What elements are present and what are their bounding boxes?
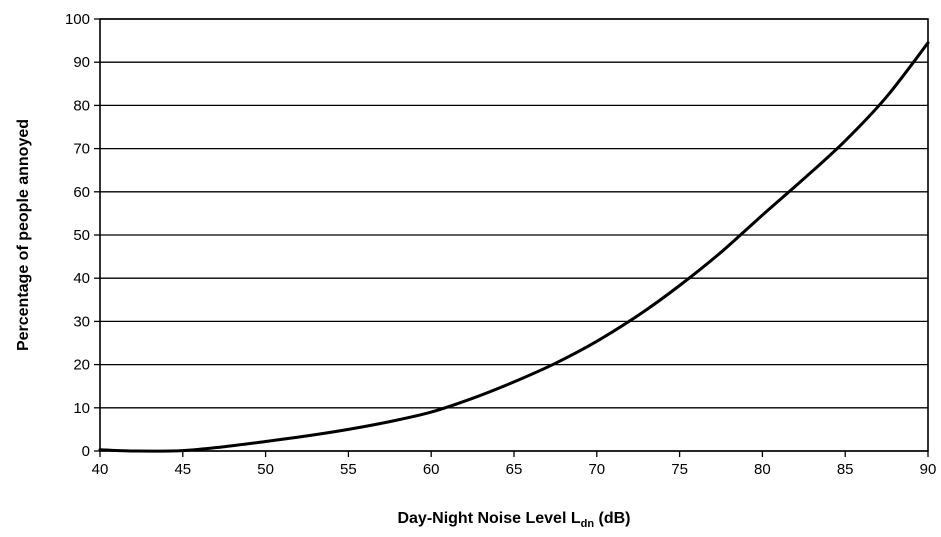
gridlines	[94, 18, 929, 457]
x-tick-label-45: 45	[174, 461, 191, 478]
y-tick-label-60: 60	[73, 184, 90, 201]
x-axis-label-subscript: dn	[581, 518, 595, 530]
x-tick-label-75: 75	[671, 461, 688, 478]
y-axis-label: Percentage of people annoyed	[15, 119, 32, 351]
x-tick-label-40: 40	[92, 461, 109, 478]
y-tick-label-0: 0	[82, 443, 90, 460]
x-axis-label-main: Day-Night Noise Level L	[397, 510, 580, 527]
y-tick-label-40: 40	[73, 270, 90, 287]
y-tick-label-70: 70	[73, 141, 90, 158]
series-group	[98, 41, 930, 453]
y-tick-label-100: 100	[65, 11, 90, 28]
y-tick-label-30: 30	[73, 313, 90, 330]
x-axis-label-suffix: (dB)	[594, 510, 630, 527]
y-tick-label-80: 80	[73, 97, 90, 114]
x-tick-label-70: 70	[588, 461, 605, 478]
series-line-0	[98, 41, 930, 453]
x-tick-label-50: 50	[257, 461, 274, 478]
y-tick-label-90: 90	[73, 54, 90, 71]
x-tick-labels: 40 45 50 55 60 65 70 75 80 85 90	[92, 461, 937, 478]
x-tick-label-90: 90	[920, 461, 937, 478]
x-tick-label-80: 80	[754, 461, 771, 478]
y-tick-label-50: 50	[73, 227, 90, 244]
x-tick-label-55: 55	[340, 461, 357, 478]
x-tick-label-85: 85	[837, 461, 854, 478]
x-tick-label-60: 60	[423, 461, 440, 478]
y-tick-label-20: 20	[73, 357, 90, 374]
x-axis-label: Day-Night Noise Level Ldn (dB)	[397, 510, 630, 530]
y-tick-label-10: 10	[73, 400, 90, 417]
x-tick-label-65: 65	[506, 461, 523, 478]
plot-frame	[99, 18, 929, 452]
y-tick-labels: 0 10 20 30 40 50 60 70 80 90 100	[65, 11, 90, 460]
